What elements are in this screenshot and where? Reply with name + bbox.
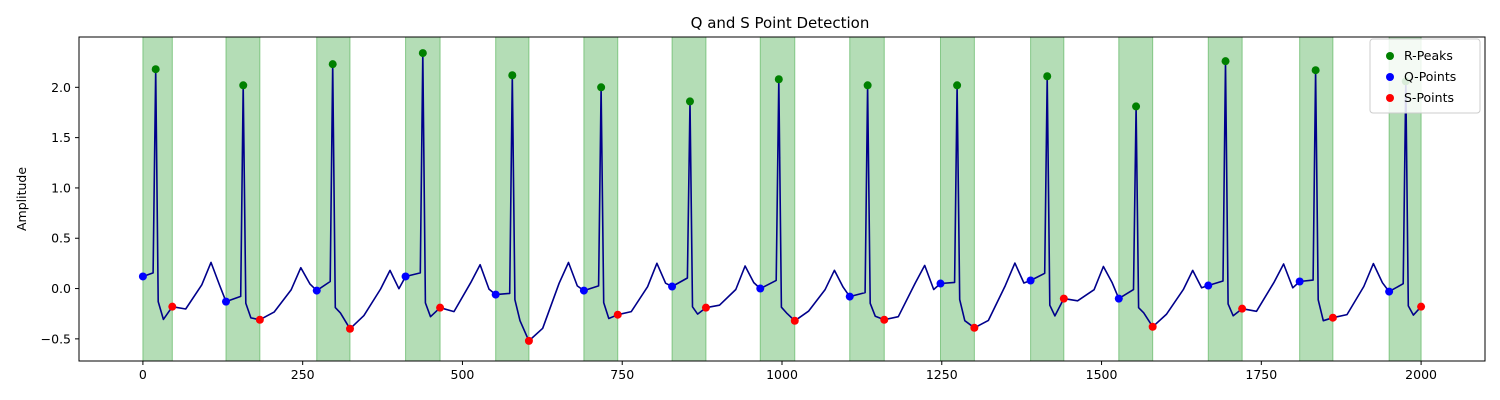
q-point — [1204, 281, 1213, 290]
legend: R-Peaks Q-Points S-Points — [1369, 38, 1481, 114]
x-tick-label: 2000 — [1405, 367, 1437, 382]
s-point — [1059, 294, 1068, 303]
ecg-signal — [142, 52, 1422, 342]
y-tick-label: 1.0 — [51, 180, 71, 195]
r-peak-point — [863, 81, 872, 90]
y-axis: −0.5 0.0 0.5 1.0 1.5 2.0 — [41, 80, 79, 346]
r-peak-point — [1221, 57, 1230, 66]
legend-q-points-marker — [1386, 73, 1394, 81]
s-point — [1328, 313, 1337, 322]
legend-q-points-label: Q-Points — [1404, 69, 1456, 84]
q-point — [756, 284, 765, 293]
s-point — [613, 310, 622, 319]
q-point — [1114, 294, 1123, 303]
q-point — [138, 272, 147, 281]
r-peak-point — [239, 81, 248, 90]
r-peak-point — [597, 83, 606, 92]
r-peak-point — [151, 65, 160, 74]
x-tick-label: 1000 — [766, 367, 798, 382]
chart-title: Q and S Point Detection — [691, 14, 870, 32]
s-point — [1417, 302, 1426, 311]
x-tick-label: 750 — [610, 367, 634, 382]
x-tick-label: 1750 — [1245, 367, 1277, 382]
x-axis: 0 250 500 750 1000 1250 1500 1750 2000 — [139, 361, 1437, 382]
s-point — [880, 315, 889, 324]
r-peak-point — [418, 49, 427, 58]
s-point — [255, 315, 264, 324]
q-point — [936, 279, 945, 288]
r-peak-point — [774, 75, 783, 84]
s-point — [345, 324, 354, 333]
y-tick-label: 0.0 — [51, 281, 71, 296]
detection-window-11 — [1118, 36, 1154, 362]
ecg-signal-line — [142, 52, 1422, 342]
detected-points — [138, 49, 1426, 345]
legend-r-peaks-label: R-Peaks — [1404, 48, 1453, 63]
r-peak-point — [1132, 102, 1141, 111]
legend-r-peaks-marker — [1386, 52, 1394, 60]
legend-box — [1369, 38, 1481, 114]
r-peak-point — [508, 71, 517, 80]
legend-s-points-marker — [1386, 94, 1394, 102]
r-peak-point — [1043, 72, 1052, 81]
x-tick-label: 1500 — [1086, 367, 1118, 382]
r-peak-point — [328, 60, 337, 69]
r-peak-point — [953, 81, 962, 90]
y-tick-label: −0.5 — [41, 331, 71, 346]
legend-s-points-label: S-Points — [1404, 90, 1454, 105]
q-point — [1385, 287, 1394, 296]
y-tick-label: 1.5 — [51, 130, 71, 145]
q-point — [491, 290, 500, 299]
q-point — [401, 272, 410, 281]
r-peak-point — [1311, 66, 1320, 75]
s-point — [790, 316, 799, 325]
q-point — [579, 286, 588, 295]
s-point — [1148, 322, 1157, 331]
s-point — [524, 336, 533, 345]
x-tick-label: 250 — [291, 367, 315, 382]
q-point — [1295, 277, 1304, 286]
y-tick-label: 0.5 — [51, 231, 71, 246]
y-axis-label: Amplitude — [14, 167, 29, 231]
x-tick-label: 0 — [139, 367, 147, 382]
q-point — [845, 292, 854, 301]
q-point — [668, 282, 677, 291]
q-point — [1026, 276, 1035, 285]
s-point — [1238, 304, 1247, 313]
q-point — [221, 297, 230, 306]
s-point — [970, 323, 979, 332]
s-point — [168, 302, 177, 311]
detection-window-7 — [759, 36, 796, 362]
q-point — [312, 286, 321, 295]
x-tick-label: 1250 — [926, 367, 958, 382]
s-point — [701, 303, 710, 312]
r-peak-point — [685, 97, 694, 106]
y-tick-label: 2.0 — [51, 80, 71, 95]
s-point — [436, 303, 445, 312]
x-tick-label: 500 — [451, 367, 475, 382]
